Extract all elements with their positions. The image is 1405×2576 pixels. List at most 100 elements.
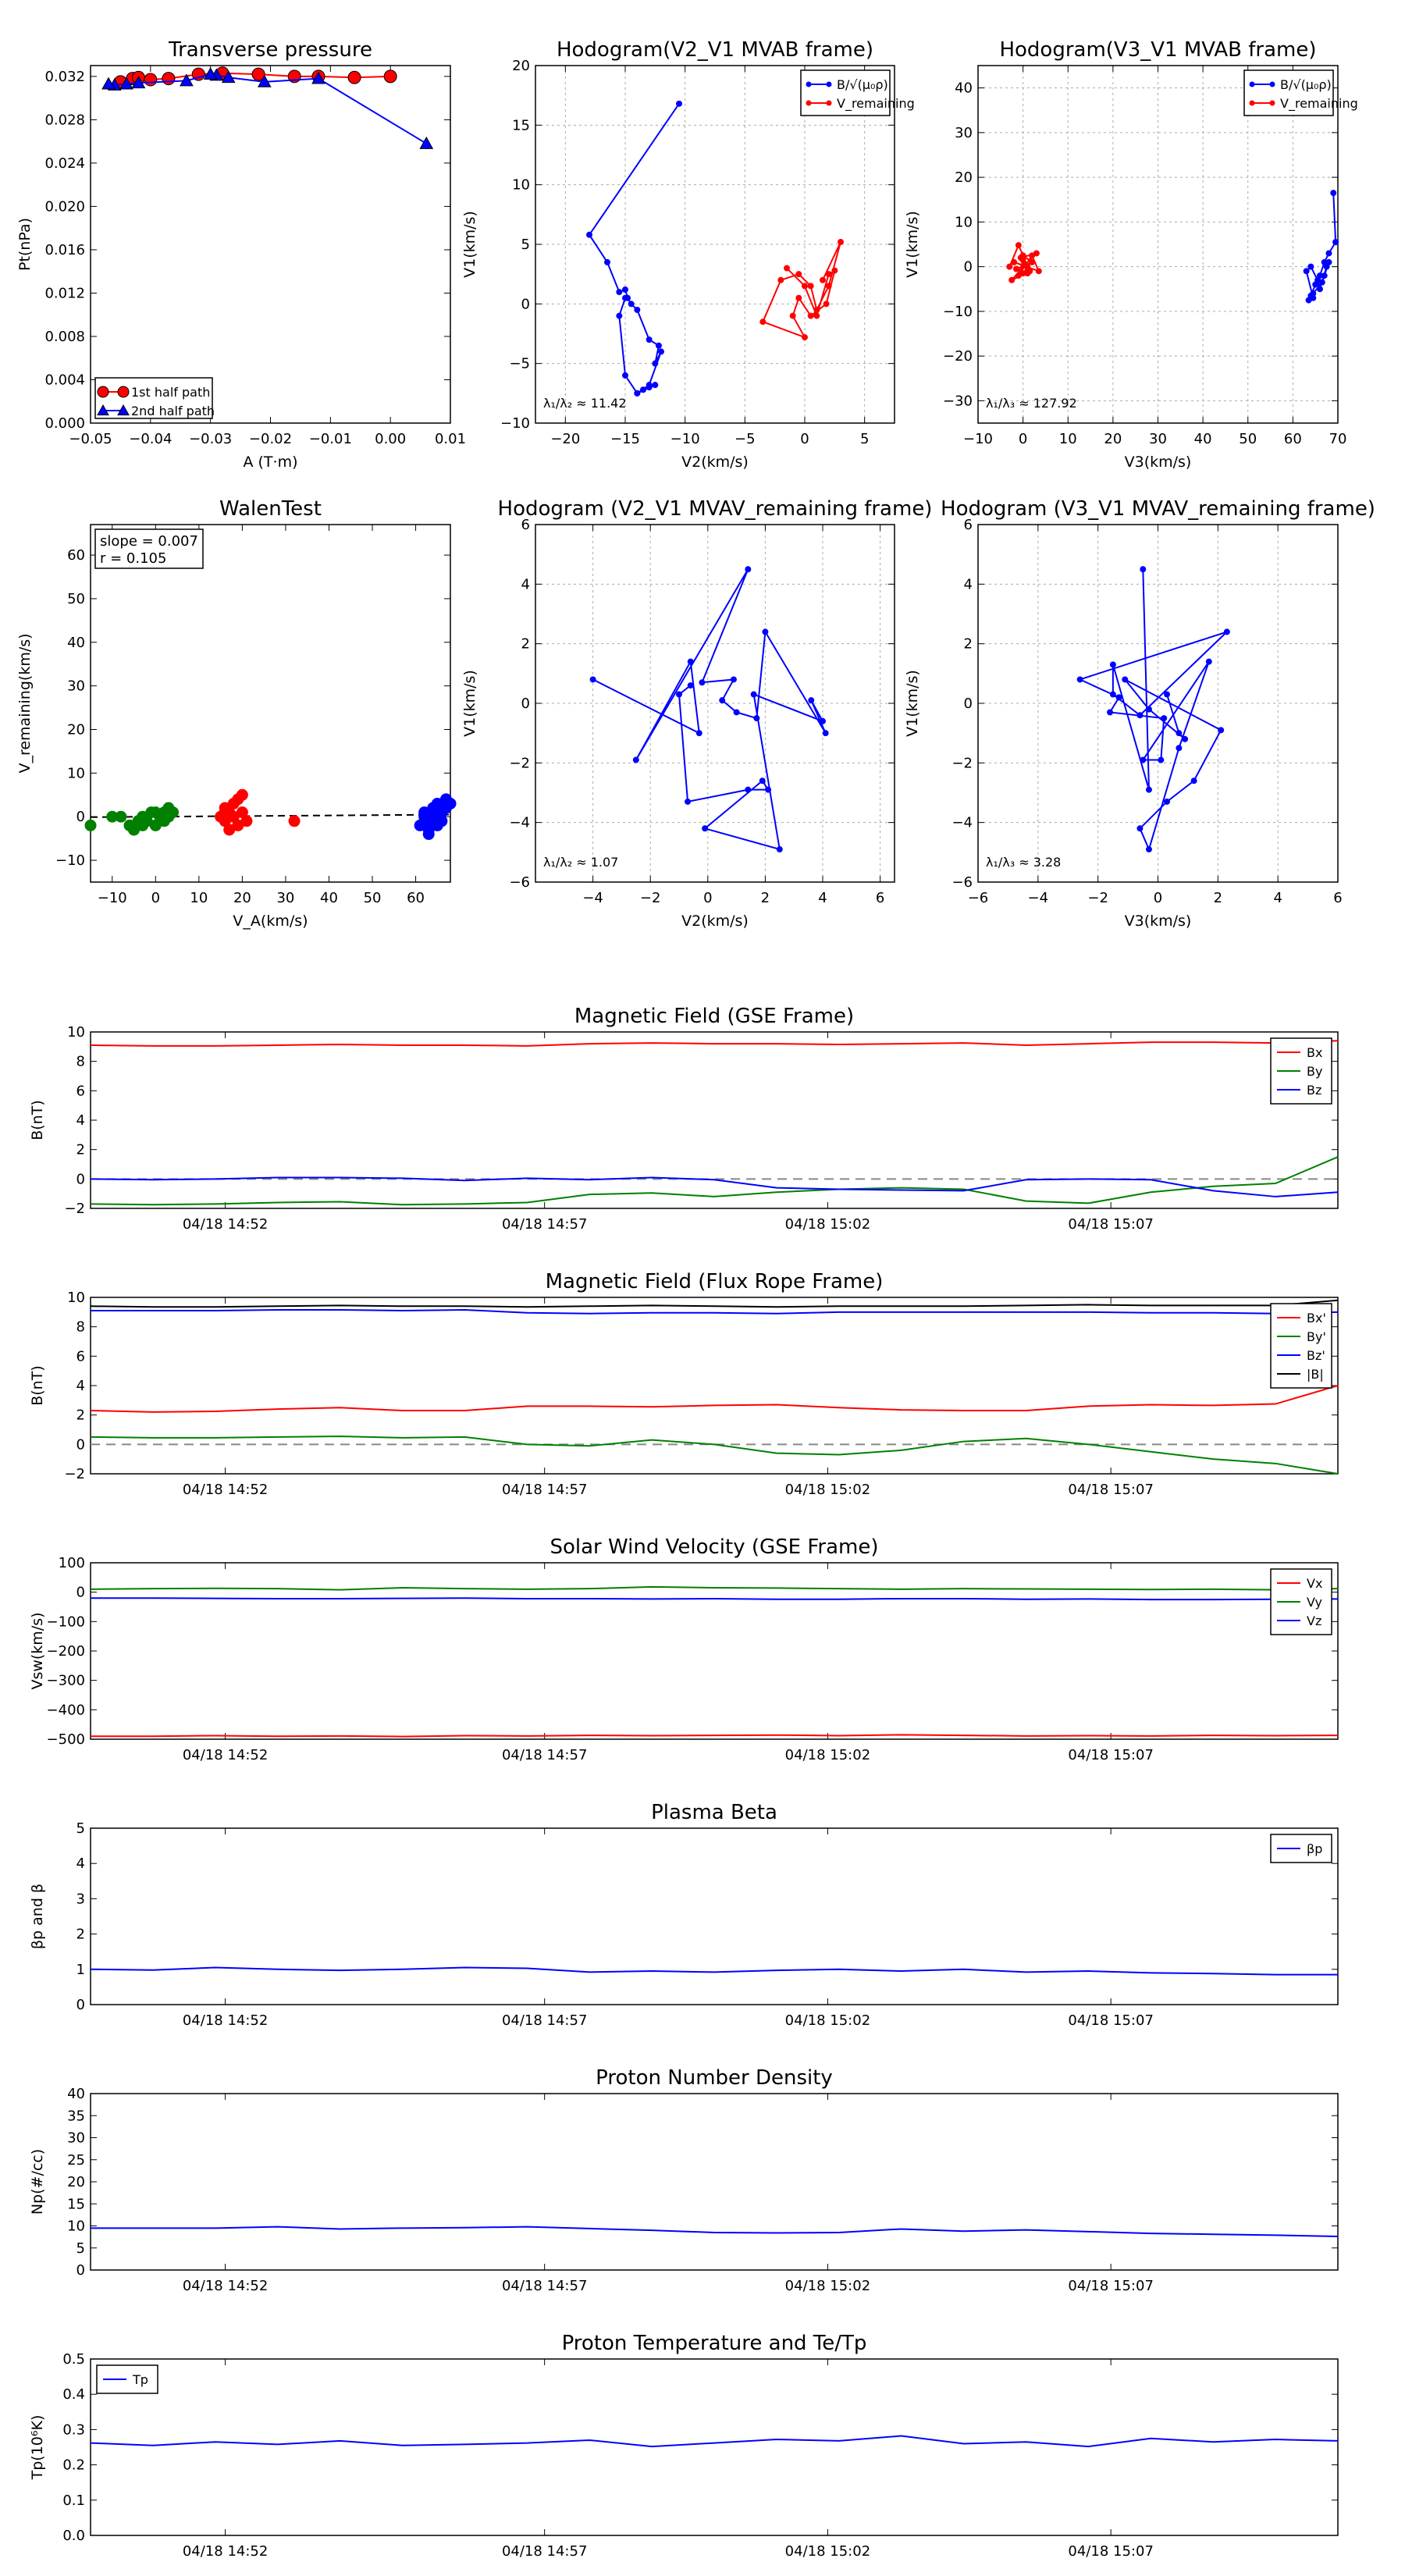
series-line — [761, 241, 841, 339]
data-point — [101, 76, 116, 90]
data-point — [733, 709, 740, 716]
panel-title: Hodogram (V2_V1 MVAV_remaining frame) — [498, 497, 933, 521]
data-point — [1190, 777, 1197, 785]
data-point — [604, 258, 610, 265]
legend-marker — [806, 81, 812, 87]
data-point — [1182, 735, 1189, 742]
data-point — [640, 386, 646, 393]
data-point — [1321, 272, 1328, 279]
data-point — [1330, 190, 1337, 197]
panel-title: Transverse pressure — [168, 38, 372, 62]
data-point — [789, 312, 796, 319]
panel-2: Hodogram(V2_V1 MVAB frame) −10 −5 0 5 10 15 20 −… — [461, 38, 915, 471]
y-tick-label: 0.004 — [44, 372, 85, 388]
y-tick-label: 0.028 — [44, 112, 85, 128]
y-tick-label: 20 — [512, 58, 530, 74]
data-point — [634, 390, 641, 397]
legend-marker — [1269, 81, 1275, 87]
data-point — [646, 336, 653, 343]
y-tick-label: −10 — [500, 415, 530, 432]
y-tick-label: 0 — [521, 696, 530, 712]
x-tick-label: 10 — [1059, 431, 1077, 447]
data-point — [795, 271, 802, 278]
y-tick-label: 2 — [76, 1927, 85, 1943]
plot-frame — [90, 65, 451, 424]
y-tick-label: −200 — [47, 1643, 85, 1660]
data-point — [203, 67, 218, 80]
y-tick-label: 40 — [67, 2086, 85, 2102]
data-point — [1109, 661, 1116, 668]
legend-label: Bz — [1307, 1083, 1321, 1098]
data-point — [702, 825, 709, 832]
y-tick-label: 5 — [76, 1820, 85, 1837]
y-tick-label: 2 — [521, 636, 530, 653]
y-tick-label: 4 — [521, 576, 530, 592]
x-tick-label: −4 — [1028, 890, 1049, 906]
y-tick-label: 2 — [76, 1407, 85, 1424]
y-tick-label: 15 — [512, 117, 530, 133]
y-tick-label: 100 — [59, 1555, 85, 1571]
data-point — [802, 334, 808, 341]
y-tick-label: 15 — [67, 2196, 85, 2212]
plot-frame — [535, 524, 895, 883]
x-tick-label: 04/18 15:02 — [785, 2012, 870, 2029]
data-point — [765, 786, 772, 793]
data-point — [1318, 279, 1325, 286]
x-tick-label: −10 — [98, 890, 127, 906]
x-tick-label: 50 — [364, 890, 382, 906]
data-point — [695, 730, 702, 737]
series-line — [90, 1040, 1339, 1047]
y-tick-label: −6 — [951, 874, 973, 891]
y-tick-label: 0 — [521, 296, 530, 312]
data-point — [422, 828, 435, 841]
x-tick-label: 04/18 14:52 — [183, 2543, 268, 2560]
y-tick-label: −100 — [47, 1614, 85, 1630]
series-line — [90, 1299, 1339, 1308]
y-tick-label: −6 — [509, 874, 530, 891]
data-point — [240, 815, 253, 827]
x-tick-label: 04/18 14:57 — [502, 2012, 587, 2029]
data-point — [813, 312, 820, 319]
data-point — [1029, 258, 1036, 265]
data-point — [1015, 242, 1022, 249]
series-line — [90, 1585, 1339, 1591]
data-point — [634, 306, 641, 313]
y-tick-label: 10 — [67, 1024, 85, 1041]
data-point — [128, 824, 140, 836]
legend-label: By' — [1307, 1329, 1326, 1344]
y-axis-label: Vsw(km/s) — [29, 1612, 46, 1689]
plot-frame — [977, 524, 1339, 883]
legend-marker — [826, 81, 832, 87]
legend-marker — [97, 386, 109, 398]
data-point — [719, 697, 726, 704]
y-axis-label: βp and β — [29, 1884, 46, 1949]
eigen-ratio-annotation: λ₁/λ₃ ≈ 127.92 — [986, 396, 1077, 411]
y-tick-label: 4 — [76, 1856, 85, 1872]
data-point — [1164, 798, 1171, 805]
data-point — [632, 756, 639, 763]
data-point — [753, 715, 760, 722]
data-point — [730, 676, 737, 683]
legend-label: Vx — [1307, 1576, 1322, 1591]
y-tick-label: 0.5 — [62, 2351, 85, 2368]
y-tick-label: 35 — [67, 2108, 85, 2124]
legend-marker — [1249, 81, 1255, 87]
y-axis-label: Pt(nPa) — [16, 218, 34, 271]
data-point — [115, 810, 127, 823]
legend-marker — [806, 100, 812, 106]
y-tick-label: 5 — [76, 2240, 85, 2257]
y-tick-label: 0.0 — [62, 2528, 85, 2544]
y-tick-label: 6 — [76, 1083, 85, 1099]
data-point — [1029, 252, 1036, 259]
data-point — [1145, 786, 1152, 793]
legend-label: |B| — [1307, 1367, 1324, 1382]
x-tick-label: 04/18 14:57 — [502, 1747, 587, 1763]
panel-4: WalenTest −10 0 10 20 30 40 50 60 −10 0 10 20 30 40 50 6… — [16, 497, 457, 930]
panel-title: Solar Wind Velocity (GSE Frame) — [550, 1535, 878, 1559]
y-tick-label: −2 — [64, 1201, 85, 1217]
y-tick-label: −300 — [47, 1673, 85, 1689]
y-tick-label: 8 — [76, 1319, 85, 1336]
x-tick-label: 10 — [190, 890, 208, 906]
series-line — [1077, 569, 1228, 852]
